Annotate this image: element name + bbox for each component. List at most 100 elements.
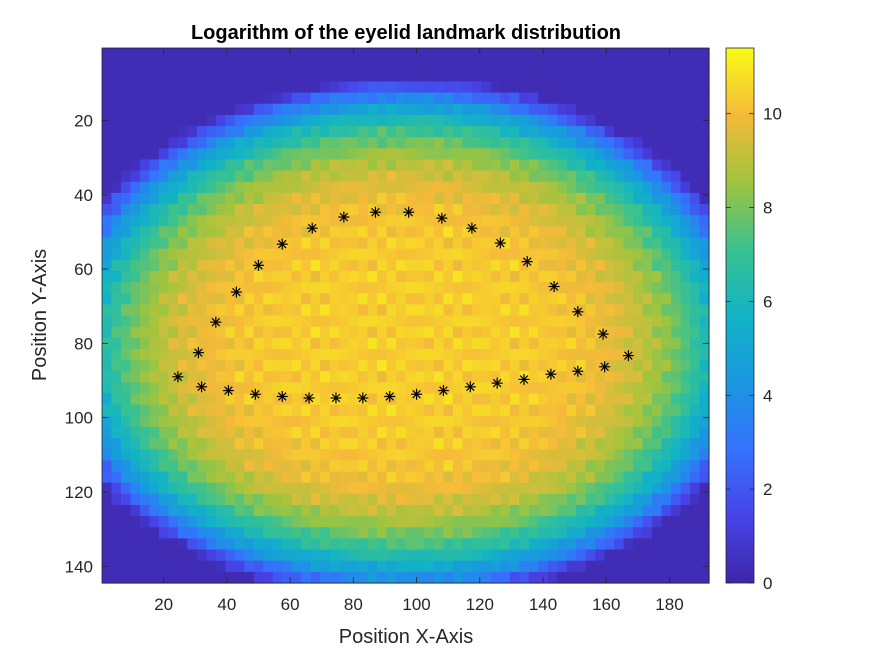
heatmap-cell — [339, 504, 350, 517]
heatmap-cell — [462, 137, 473, 149]
heatmap-cell — [614, 92, 625, 105]
heatmap-cell — [139, 315, 151, 328]
heatmap-cell — [680, 259, 691, 272]
heatmap-cell — [225, 126, 236, 138]
heatmap-cell — [301, 192, 312, 205]
heatmap-cell — [120, 204, 132, 216]
heatmap-cell — [557, 482, 568, 495]
heatmap-cell — [690, 181, 701, 194]
heatmap-cell — [206, 103, 217, 116]
heatmap-cell — [680, 114, 691, 127]
heatmap-cell — [206, 348, 217, 361]
heatmap-cell — [234, 360, 245, 372]
heatmap-cell — [414, 304, 426, 317]
heatmap-cell — [452, 304, 463, 317]
heatmap-cell — [234, 371, 245, 383]
heatmap-cell — [177, 360, 188, 372]
heatmap — [102, 48, 710, 584]
heatmap-cell — [633, 304, 644, 317]
heatmap-cell — [566, 181, 577, 194]
heatmap-cell — [225, 103, 236, 116]
heatmap-cell — [111, 170, 122, 183]
heatmap-cell — [661, 259, 672, 272]
heatmap-cell — [680, 549, 691, 562]
heatmap-cell — [652, 504, 663, 517]
heatmap-cell — [196, 504, 207, 517]
heatmap-cell — [623, 337, 634, 350]
heatmap-cell — [225, 304, 236, 317]
heatmap-cell — [196, 404, 207, 417]
heatmap-cell — [158, 482, 169, 495]
heatmap-cell — [528, 215, 539, 227]
heatmap-cell — [528, 504, 539, 517]
heatmap-cell — [462, 527, 473, 540]
heatmap-cell — [652, 393, 663, 406]
heatmap-cell — [158, 159, 169, 172]
heatmap-cell — [120, 237, 132, 250]
heatmap-cell — [557, 304, 568, 317]
heatmap-cell — [206, 170, 217, 183]
heatmap-cell — [538, 126, 549, 138]
heatmap-cell — [604, 482, 615, 495]
heatmap-cell — [509, 438, 520, 450]
heatmap-cell — [206, 482, 217, 495]
heatmap-cell — [519, 282, 530, 294]
heatmap-cell — [320, 482, 331, 495]
heatmap-cell — [642, 204, 653, 216]
heatmap-cell — [699, 92, 710, 105]
heatmap-cell — [339, 92, 350, 105]
heatmap-cell — [405, 538, 416, 551]
heatmap-cell — [452, 482, 463, 495]
heatmap-cell — [671, 482, 682, 495]
heatmap-cell — [699, 393, 710, 406]
colorbar-tick-label: 6 — [763, 292, 772, 311]
heatmap-cell — [102, 527, 113, 540]
heatmap-cell — [282, 204, 293, 216]
heatmap-cell — [120, 326, 132, 339]
heatmap-cell — [339, 326, 350, 339]
heatmap-cell — [130, 148, 141, 161]
heatmap-cell — [585, 382, 596, 395]
heatmap-cell — [690, 137, 701, 149]
heatmap-cell — [642, 282, 653, 294]
heatmap-cell — [291, 59, 302, 71]
heatmap-cell — [414, 215, 426, 227]
heatmap-cell — [604, 493, 615, 506]
heatmap-cell — [168, 571, 179, 584]
heatmap-cell — [244, 137, 255, 149]
heatmap-cell — [585, 493, 596, 506]
heatmap-cell — [604, 360, 615, 372]
heatmap-cell — [102, 70, 113, 83]
heatmap-cell — [585, 137, 596, 149]
colorbar-tick-label: 8 — [763, 199, 772, 218]
heatmap-cell — [272, 482, 283, 495]
heatmap-cell — [158, 215, 169, 227]
heatmap-cell — [671, 159, 682, 172]
heatmap-cell — [699, 348, 710, 361]
heatmap-cell — [215, 482, 226, 495]
heatmap-cell — [301, 504, 312, 517]
heatmap-cell — [158, 348, 169, 361]
heatmap-cell — [471, 404, 482, 417]
heatmap-cell — [405, 516, 416, 528]
heatmap-cell — [538, 103, 549, 116]
heatmap-cell — [358, 360, 369, 372]
heatmap-cell — [538, 371, 549, 383]
heatmap-cell — [424, 59, 435, 71]
heatmap-cell — [490, 449, 501, 461]
heatmap-cell — [386, 137, 397, 149]
heatmap-cell — [358, 560, 369, 573]
heatmap-cell — [386, 92, 397, 105]
heatmap-cell — [595, 516, 606, 528]
heatmap-cell — [652, 181, 663, 194]
heatmap-cell — [443, 371, 454, 383]
heatmap-cell — [671, 560, 682, 573]
heatmap-cell — [177, 159, 188, 172]
heatmap-cell — [377, 393, 388, 406]
heatmap-cell — [263, 493, 274, 506]
heatmap-cell — [320, 560, 331, 573]
heatmap-cell — [102, 137, 113, 149]
heatmap-cell — [120, 81, 132, 94]
heatmap-cell — [500, 371, 511, 383]
heatmap-cell — [187, 415, 198, 428]
